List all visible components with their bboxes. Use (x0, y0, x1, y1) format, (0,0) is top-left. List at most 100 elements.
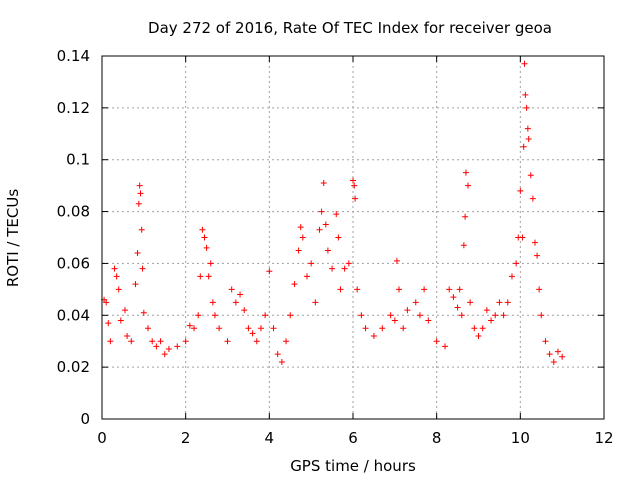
y-tick-label: 0.04 (57, 306, 90, 324)
data-point (137, 190, 144, 197)
y-axis-label: ROTI / TECUs (4, 189, 22, 287)
data-point (546, 351, 553, 358)
data-point (216, 325, 223, 332)
data-point (320, 180, 327, 187)
data-point (471, 325, 478, 332)
data-point (249, 330, 256, 337)
data-point (113, 273, 120, 280)
x-tick-label: 10 (511, 429, 530, 447)
data-point (205, 273, 212, 280)
data-point (207, 260, 214, 267)
data-point (182, 338, 189, 345)
data-point (524, 125, 531, 132)
data-point (362, 325, 369, 332)
chart-title: Day 272 of 2016, Rate Of TEC Index for r… (148, 19, 552, 37)
data-point (161, 351, 168, 358)
data-point (335, 234, 342, 241)
data-point (351, 182, 358, 189)
data-point (303, 273, 310, 280)
data-point (174, 343, 181, 350)
data-point (425, 317, 432, 324)
y-tick-label: 0.12 (57, 99, 90, 117)
data-point (483, 307, 490, 314)
plot-frame (101, 55, 605, 420)
data-point (253, 338, 260, 345)
data-point (467, 299, 474, 306)
data-point (534, 252, 541, 259)
data-point (387, 312, 394, 319)
data-point (283, 338, 290, 345)
data-point (462, 169, 469, 176)
data-point (316, 226, 323, 233)
data-point (559, 353, 566, 360)
data-point (128, 338, 135, 345)
data-point (475, 333, 482, 340)
data-point (165, 345, 172, 352)
data-point (521, 60, 528, 67)
data-point (456, 286, 463, 293)
data-point (186, 322, 193, 329)
data-point (211, 312, 218, 319)
data-point (270, 325, 277, 332)
data-point (400, 325, 407, 332)
data-point (195, 312, 202, 319)
data-point (508, 273, 515, 280)
data-point (450, 294, 457, 301)
data-point (523, 104, 530, 111)
data-point (352, 195, 359, 202)
data-point (124, 333, 131, 340)
data-point (199, 226, 206, 233)
x-tick-label: 4 (265, 429, 275, 447)
data-point (203, 244, 210, 251)
data-point (358, 312, 365, 319)
data-point (460, 242, 467, 249)
data-point (454, 304, 461, 311)
x-tick-label: 8 (432, 429, 442, 447)
data-point (111, 265, 118, 272)
data-point (479, 325, 486, 332)
data-point (500, 312, 507, 319)
data-point (134, 250, 141, 257)
data-point (245, 325, 252, 332)
data-point (529, 195, 536, 202)
data-point (536, 286, 543, 293)
data-point (350, 177, 356, 184)
y-tick-label: 0.1 (66, 151, 90, 169)
data-point (135, 200, 142, 207)
grid (102, 56, 604, 419)
data-point (379, 325, 386, 332)
data-point (513, 260, 520, 267)
data-point (122, 307, 129, 314)
data-point (442, 343, 449, 350)
data-point (138, 226, 145, 233)
data-point (297, 224, 304, 231)
data-point (157, 338, 164, 345)
data-point (391, 317, 398, 324)
data-point (446, 286, 453, 293)
data-point (287, 312, 294, 319)
data-point (274, 351, 281, 358)
data-point (291, 281, 298, 288)
data-point (136, 182, 143, 189)
data-point (525, 135, 532, 142)
data-point (421, 286, 428, 293)
data-point (237, 291, 244, 298)
x-tick-label: 6 (348, 429, 358, 447)
data-point (197, 273, 204, 280)
data-point (107, 338, 114, 345)
data-point (396, 286, 403, 293)
data-point (228, 286, 235, 293)
data-point (488, 317, 495, 324)
data-point (105, 320, 112, 327)
x-tick-label: 2 (181, 429, 191, 447)
data-point (345, 260, 352, 267)
data-point (554, 348, 561, 355)
data-point (278, 358, 285, 365)
x-tick-label: 12 (594, 429, 613, 447)
data-point (149, 338, 156, 345)
data-point (492, 312, 499, 319)
x-tick-label: 0 (97, 429, 107, 447)
data-point (308, 260, 315, 267)
data-point (433, 338, 440, 345)
